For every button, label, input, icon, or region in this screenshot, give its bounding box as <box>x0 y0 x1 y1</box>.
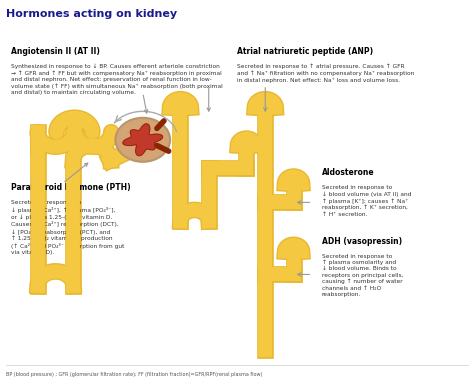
Text: Hormones acting on kidney: Hormones acting on kidney <box>6 9 177 19</box>
Text: ADH (vasopressin): ADH (vasopressin) <box>322 236 402 246</box>
Text: Secreted in response to ↑ atrial pressure. Causes ↑ GFR
and ↑ Na⁺ filtration wit: Secreted in response to ↑ atrial pressur… <box>237 64 414 83</box>
Circle shape <box>116 118 170 162</box>
Text: Aldosterone: Aldosterone <box>322 168 374 177</box>
Text: BP (blood pressure) ; GFR (glomerular filtration rate); FF (filtration fraction): BP (blood pressure) ; GFR (glomerular fi… <box>6 372 263 377</box>
Text: Secreted in response to
↑ plasma osmolarity and
↓ blood volume. Binds to
recepto: Secreted in response to ↑ plasma osmolar… <box>322 254 403 297</box>
Text: Angiotensin II (AT II): Angiotensin II (AT II) <box>11 47 100 56</box>
Text: Secreted in response to
↓ plasma [Ca²⁺], ↑ plasma [PO₄³⁻],
or ↓ plasma 1,25-(OH): Secreted in response to ↓ plasma [Ca²⁺],… <box>11 201 124 255</box>
Polygon shape <box>123 124 163 156</box>
Text: Synthesized in response to ↓ BP. Causes efferent arteriole constriction
→ ↑ GFR : Synthesized in response to ↓ BP. Causes … <box>11 64 223 95</box>
Text: Secreted in response to
↓ blood volume (via AT II) and
↑ plasma [K⁺]; causes ↑ N: Secreted in response to ↓ blood volume (… <box>322 185 411 217</box>
Text: Atrial natriuretic peptide (ANP): Atrial natriuretic peptide (ANP) <box>237 47 373 56</box>
Text: Parathyroid hormone (PTH): Parathyroid hormone (PTH) <box>11 183 130 193</box>
